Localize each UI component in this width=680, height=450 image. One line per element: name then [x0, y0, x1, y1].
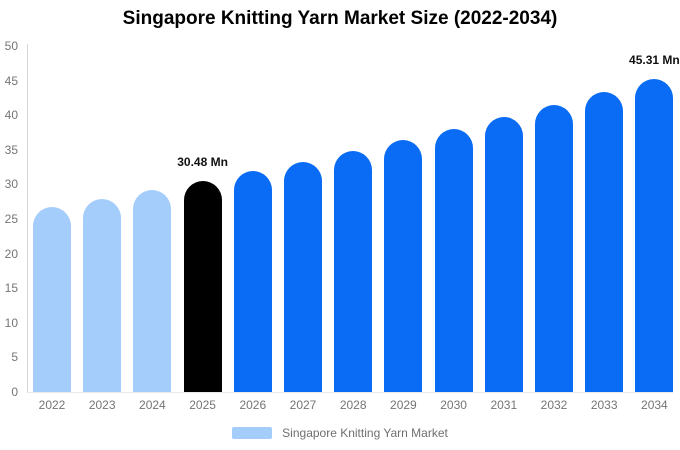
value-label-2034: 45.31 Mn: [629, 52, 680, 67]
y-tick-label-30: 30: [4, 177, 18, 192]
bar-2032: [535, 104, 573, 392]
x-tick-label-2032: 2032: [540, 398, 568, 412]
x-tick-label-2029: 2029: [390, 398, 417, 412]
bar-2026: [233, 171, 272, 392]
value-label-2025: 30.48 Mn: [177, 155, 228, 170]
x-tick-label-2022: 2022: [38, 398, 66, 412]
y-tick-label-40: 40: [4, 108, 18, 123]
legend-swatch: [232, 427, 273, 439]
x-tick-label-2034: 2034: [641, 398, 668, 412]
x-tick-label-2031: 2031: [490, 398, 518, 412]
y-tick-label-20: 20: [4, 246, 18, 261]
x-tick-label-2028: 2028: [339, 398, 367, 412]
y-tick-label-15: 15: [4, 281, 18, 296]
y-axis-line: [27, 44, 28, 393]
y-tick-label-0: 0: [11, 385, 18, 399]
y-tick-label-35: 35: [4, 142, 18, 157]
bar-2027: [284, 161, 322, 392]
x-tick-label-2025: 2025: [189, 398, 216, 412]
legend: Singapore Knitting Yarn Market: [0, 426, 680, 440]
bar-2034: [635, 78, 674, 392]
y-tick-label-25: 25: [4, 212, 18, 226]
y-tick-label-45: 45: [4, 73, 18, 88]
y-tick-label-5: 5: [11, 350, 18, 365]
chart-title: Singapore Knitting Yarn Market Size (202…: [122, 8, 558, 29]
x-axis-labels: 2022 2023 2024 2025 2026 2027 2028 2029 2030 2031…: [28, 398, 680, 414]
x-tick-label-2027: 2027: [289, 398, 317, 412]
bar-2033: [585, 91, 624, 392]
bar-2024: [133, 189, 172, 392]
y-tick-label-10: 10: [4, 315, 18, 330]
bar-2022: [33, 207, 71, 392]
x-tick-label-2024: 2024: [139, 398, 166, 412]
x-tick-label-2023: 2023: [88, 398, 116, 412]
bar-2029: [384, 140, 423, 392]
x-tick-label-2030: 2030: [440, 398, 467, 412]
y-tick-label-50: 50: [4, 39, 18, 53]
bar-2025: [183, 181, 222, 392]
bar-2023: [83, 198, 122, 392]
x-axis-line: [27, 392, 673, 393]
x-tick-label-2026: 2026: [239, 398, 267, 412]
x-tick-label-2033: 2033: [590, 398, 618, 412]
legend-label: Singapore Knitting Yarn Market: [282, 426, 448, 440]
bar-2028: [334, 151, 373, 392]
bar-2031: [484, 117, 523, 392]
plot-area: 30.48 Mn 45.31 Mn: [28, 46, 680, 392]
bar-2030: [434, 129, 473, 392]
